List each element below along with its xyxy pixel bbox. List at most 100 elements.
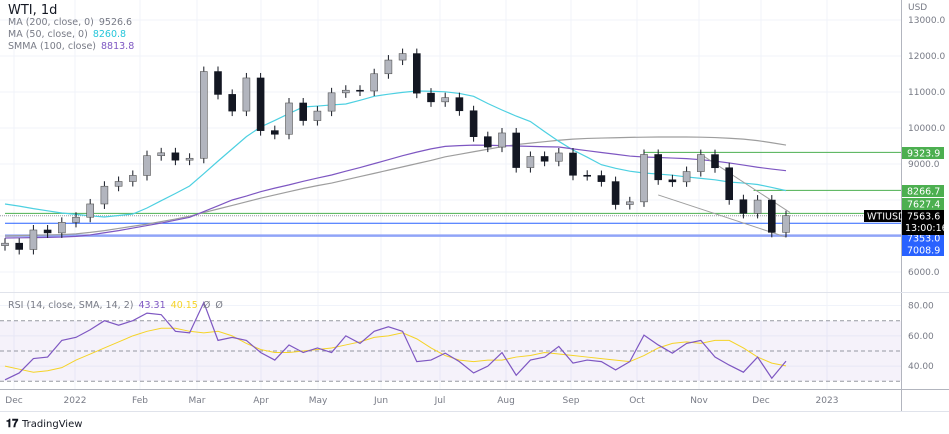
candle bbox=[455, 92, 464, 116]
candle-body bbox=[512, 132, 521, 168]
rsi-line bbox=[4, 300, 787, 381]
candle-body bbox=[43, 229, 52, 234]
candle bbox=[427, 88, 435, 107]
legend-ma50[interactable]: MA (50, close, 0) 8260.8 bbox=[8, 29, 126, 40]
time-tick-label: Apr bbox=[253, 396, 269, 406]
candle bbox=[370, 68, 379, 96]
horizontal-levels[interactable] bbox=[0, 151, 901, 237]
candle-body bbox=[427, 92, 435, 103]
chart-title: WTI, 1d bbox=[8, 3, 57, 18]
candle-body bbox=[299, 102, 308, 121]
candle bbox=[441, 92, 450, 107]
price-tick-label: 12000.0 bbox=[908, 52, 945, 62]
candle-body bbox=[129, 175, 137, 182]
candle bbox=[327, 87, 336, 117]
candle bbox=[143, 150, 151, 181]
candle bbox=[767, 195, 776, 238]
candle-body bbox=[370, 73, 379, 92]
rsi-tick-label: 60.00 bbox=[908, 332, 934, 342]
candle-body bbox=[597, 175, 606, 182]
candle bbox=[228, 89, 236, 117]
legend-rsi[interactable]: RSI (14, close, SMA, 14, 2) 43.31 40.15 Ø Ø bbox=[8, 300, 223, 311]
legend-rsi-empty-2: Ø bbox=[215, 300, 222, 311]
time-tick-label: Oct bbox=[629, 396, 645, 406]
candle bbox=[100, 181, 109, 209]
candle-body bbox=[668, 179, 677, 183]
candle-body bbox=[540, 156, 549, 162]
legend-smma100[interactable]: SMMA (100, close) 8813.8 bbox=[8, 41, 134, 52]
rsi-lines bbox=[4, 300, 787, 381]
legend-rsi-value: 43.31 bbox=[138, 300, 165, 311]
candle bbox=[711, 149, 719, 173]
legend-ma200[interactable]: MA (200, close, 0) 9526.6 bbox=[8, 17, 132, 28]
price-label-box bbox=[902, 147, 944, 159]
candle-body bbox=[739, 199, 748, 214]
legend-smma-value: 8813.8 bbox=[101, 41, 134, 52]
price-label-text: 7008.9 bbox=[907, 246, 940, 257]
candle-body bbox=[753, 199, 762, 214]
candle bbox=[157, 147, 165, 161]
rsi-axis[interactable]: 80.00 60.00 40.00 bbox=[908, 302, 934, 373]
candle bbox=[611, 176, 620, 210]
candle-body bbox=[100, 185, 109, 205]
price-label: 9323.9 bbox=[902, 147, 944, 160]
price-label-text: 8266.7 bbox=[907, 187, 940, 198]
candle bbox=[583, 170, 592, 181]
candle bbox=[696, 149, 705, 177]
time-tick-label: Dec bbox=[5, 396, 22, 406]
time-tick-label: Feb bbox=[132, 396, 148, 406]
candle-body bbox=[483, 136, 492, 148]
candle bbox=[356, 85, 364, 96]
candle bbox=[753, 195, 762, 219]
time-tick-label: Dec bbox=[752, 396, 769, 406]
candle bbox=[57, 217, 66, 238]
candle-body bbox=[270, 130, 279, 135]
candle-body bbox=[725, 167, 734, 201]
time-axis[interactable]: Dec 2022 Feb Mar Apr May Jun Jul Aug Sep Oct Nov Dec… bbox=[5, 396, 838, 406]
candle bbox=[512, 127, 521, 173]
time-tick-label: Jun bbox=[373, 396, 388, 406]
price-axis[interactable]: 13000.0 12000.0 11000.0 10000.0 9000.0 6000.0 bbox=[908, 16, 945, 278]
candle bbox=[739, 194, 748, 219]
candle-body bbox=[696, 154, 705, 172]
candle bbox=[782, 210, 790, 238]
candle-body bbox=[242, 77, 251, 112]
candle bbox=[384, 55, 393, 79]
time-tick-label: Aug bbox=[497, 396, 515, 406]
candle bbox=[668, 174, 677, 187]
legend-ma50-value: 8260.8 bbox=[93, 29, 126, 40]
candle bbox=[682, 166, 691, 187]
candle bbox=[526, 151, 535, 173]
candle bbox=[597, 170, 606, 187]
candle-body bbox=[469, 110, 478, 137]
candle-body bbox=[384, 59, 393, 75]
candle-body bbox=[356, 89, 364, 92]
time-tick-label: Sep bbox=[563, 396, 580, 406]
legend-smma-label: SMMA (100, close) bbox=[8, 41, 96, 52]
candle-body bbox=[57, 222, 66, 234]
candle bbox=[43, 224, 52, 238]
candle-body bbox=[327, 92, 336, 112]
currency-label: USD bbox=[908, 3, 927, 13]
ma-line bbox=[4, 136, 787, 237]
bar-countdown: 13:00:16 bbox=[905, 223, 948, 234]
candle-body bbox=[682, 171, 691, 183]
candle-body bbox=[569, 152, 577, 176]
price-label-box bbox=[902, 244, 944, 256]
candle bbox=[200, 66, 208, 164]
candle-body bbox=[200, 71, 208, 159]
tradingview-logo[interactable]: 𝟏𝟕 TradingView bbox=[6, 417, 82, 430]
price-label: 7627.4 bbox=[902, 198, 944, 211]
candle-body bbox=[114, 181, 123, 187]
candle-body bbox=[185, 157, 194, 161]
candle-body bbox=[143, 155, 151, 176]
candle-body bbox=[767, 199, 776, 233]
candle bbox=[640, 149, 648, 207]
price-label-text: 9323.9 bbox=[907, 149, 940, 160]
price-label-box bbox=[902, 198, 944, 210]
legend-rsi-sma-value: 40.15 bbox=[171, 300, 198, 311]
candle-body bbox=[526, 156, 535, 168]
candle bbox=[86, 198, 94, 223]
candle-body bbox=[398, 53, 407, 61]
